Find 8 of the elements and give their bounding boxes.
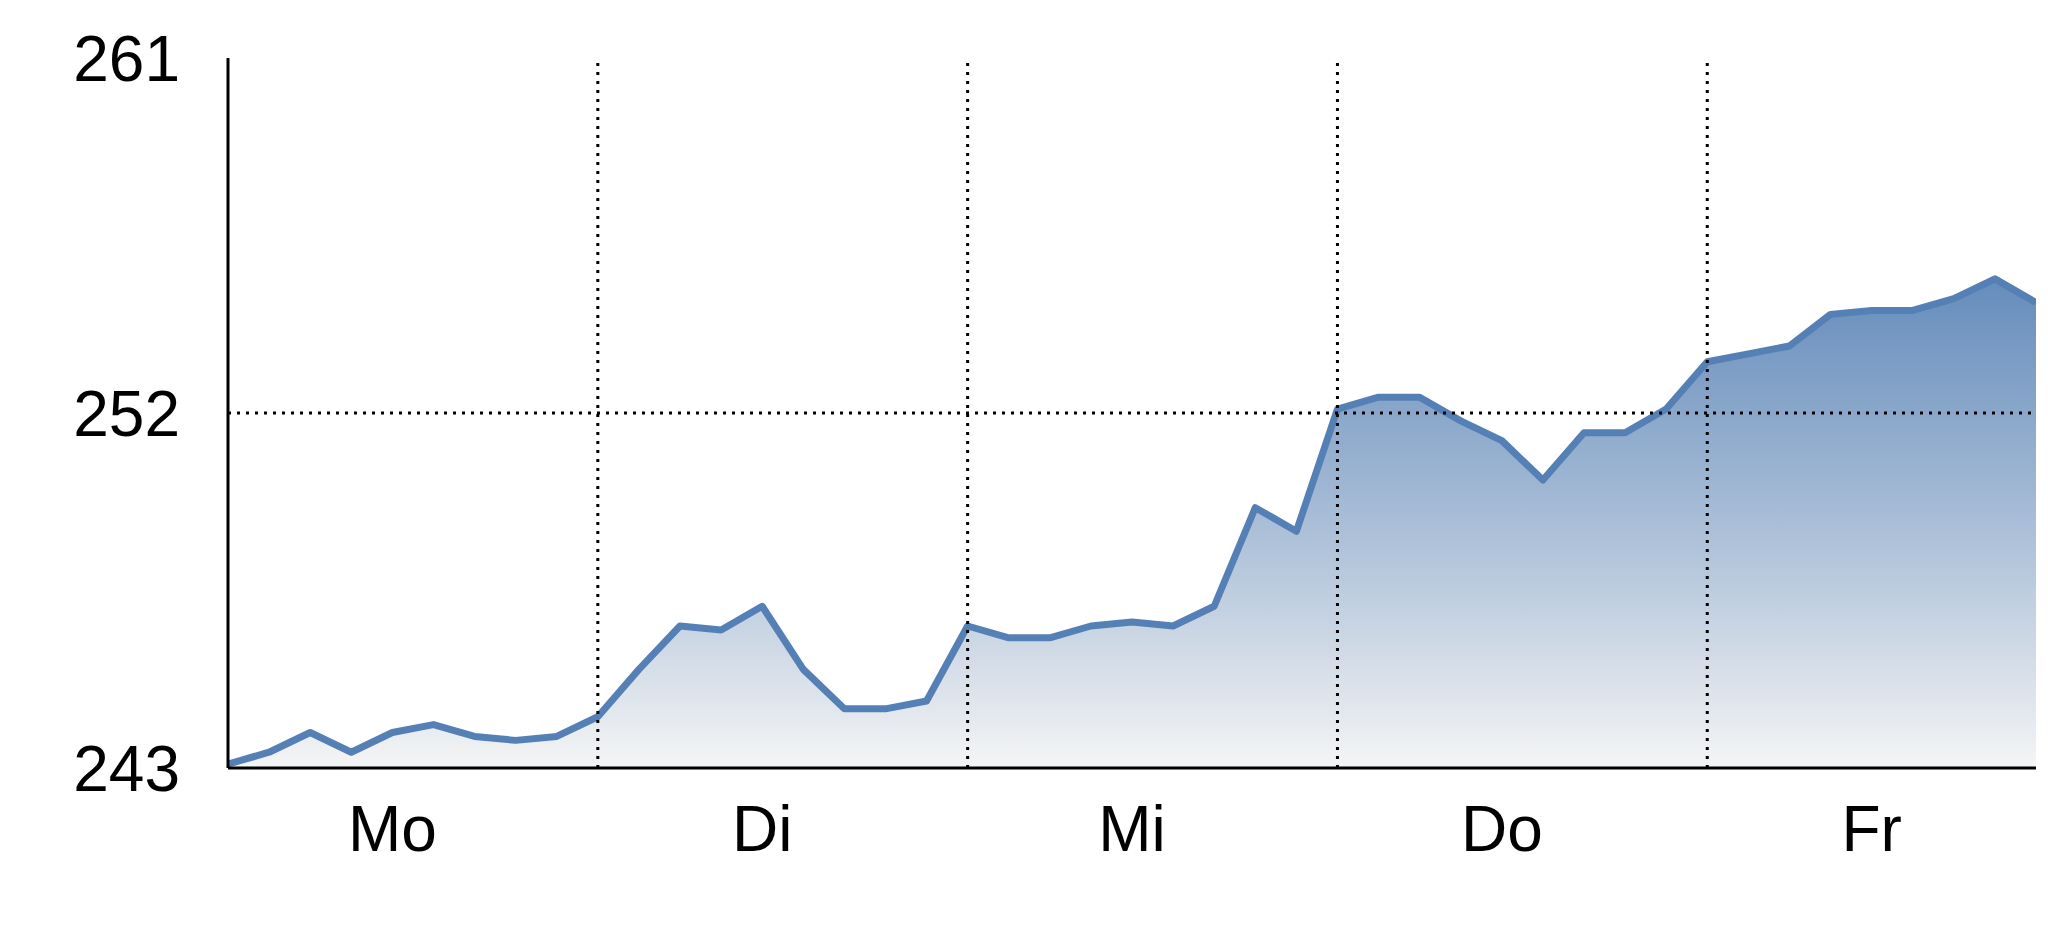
x-tick-label: Mo <box>347 793 437 866</box>
x-tick-label: Fr <box>1841 793 1902 866</box>
x-tick-label: Mi <box>1098 793 1166 866</box>
y-tick-label: 261 <box>73 22 180 95</box>
x-tick-label: Do <box>1460 793 1543 866</box>
y-tick-label: 252 <box>73 377 180 450</box>
y-tick-label: 243 <box>73 732 180 805</box>
x-tick-label: Di <box>731 793 793 866</box>
